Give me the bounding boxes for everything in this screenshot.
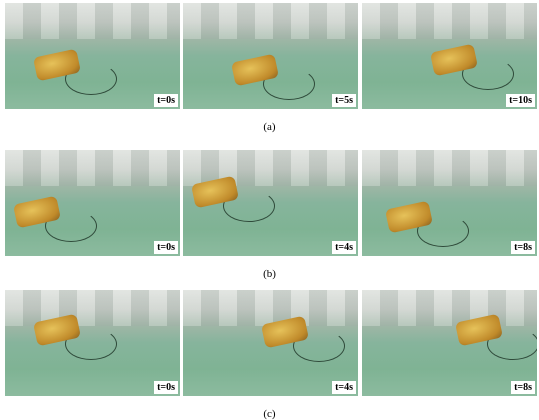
- time-label: t=0s: [154, 241, 178, 254]
- time-label: t=8s: [511, 241, 535, 254]
- time-label: t=0s: [154, 94, 178, 107]
- panel-caption: (b): [0, 268, 539, 280]
- pool-wall: [183, 3, 358, 39]
- pool-wall: [5, 150, 180, 186]
- photo: t=0s: [5, 290, 180, 396]
- figure: t=0s t=5s t=10s (a) t=0s t=4s t=8s (b) t=0s t=4s t…: [0, 0, 539, 417]
- pool-wall: [183, 290, 358, 326]
- pool-wall: [5, 290, 180, 326]
- time-label: t=8s: [511, 381, 535, 394]
- photo: t=4s: [183, 150, 358, 256]
- pool-wall: [5, 3, 180, 39]
- photo: t=0s: [5, 3, 180, 109]
- photo: t=0s: [5, 150, 180, 256]
- time-label: t=4s: [332, 381, 356, 394]
- pool-wall: [362, 290, 537, 326]
- photo: t=8s: [362, 290, 537, 396]
- time-label: t=4s: [332, 241, 356, 254]
- time-label: t=10s: [506, 94, 535, 107]
- photo: t=5s: [183, 3, 358, 109]
- time-label: t=5s: [332, 94, 356, 107]
- time-label: t=0s: [154, 381, 178, 394]
- photo: t=10s: [362, 3, 537, 109]
- pool-wall: [362, 150, 537, 186]
- photo: t=4s: [183, 290, 358, 396]
- pool-wall: [362, 3, 537, 39]
- photo: t=8s: [362, 150, 537, 256]
- panel-caption: (c): [0, 408, 539, 420]
- panel-caption: (a): [0, 121, 539, 133]
